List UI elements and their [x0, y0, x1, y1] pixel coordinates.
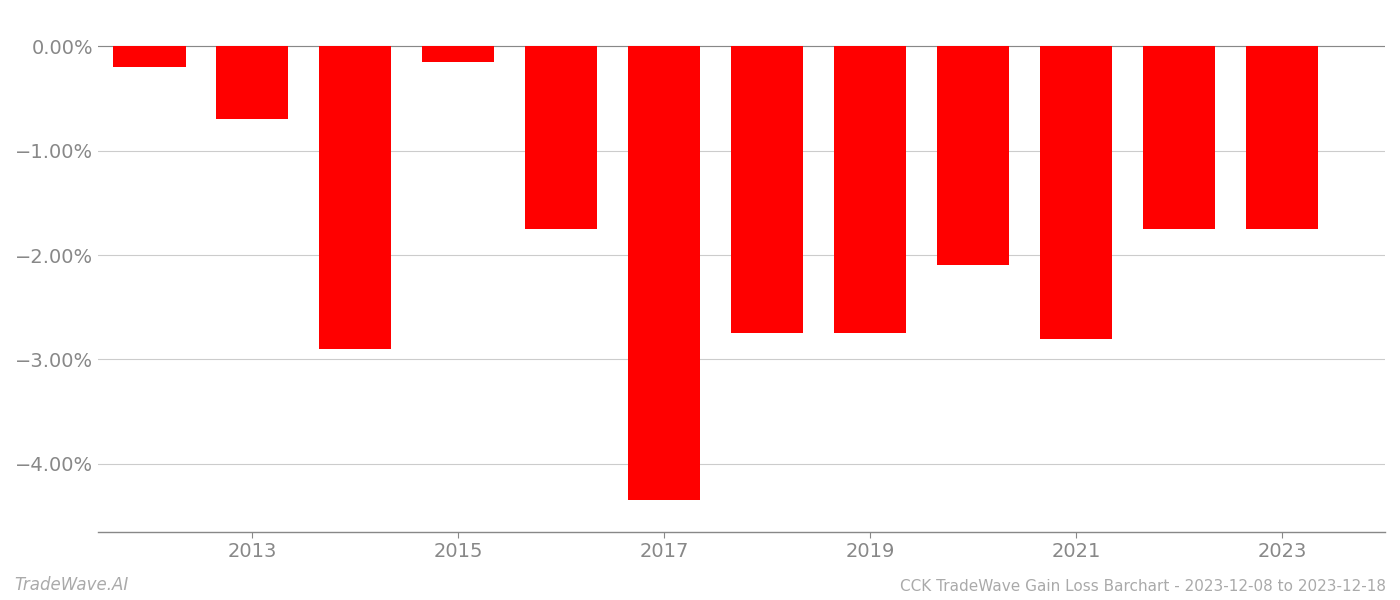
Bar — [1040, 46, 1112, 338]
Bar — [1142, 46, 1215, 229]
Text: CCK TradeWave Gain Loss Barchart - 2023-12-08 to 2023-12-18: CCK TradeWave Gain Loss Barchart - 2023-… — [900, 579, 1386, 594]
Bar — [423, 46, 494, 62]
Bar — [937, 46, 1009, 265]
Bar — [629, 46, 700, 500]
Bar — [1246, 46, 1317, 229]
Bar — [525, 46, 598, 229]
Bar — [113, 46, 186, 67]
Bar — [834, 46, 906, 333]
Bar — [731, 46, 804, 333]
Text: TradeWave.AI: TradeWave.AI — [14, 576, 129, 594]
Bar — [217, 46, 288, 119]
Bar — [319, 46, 392, 349]
